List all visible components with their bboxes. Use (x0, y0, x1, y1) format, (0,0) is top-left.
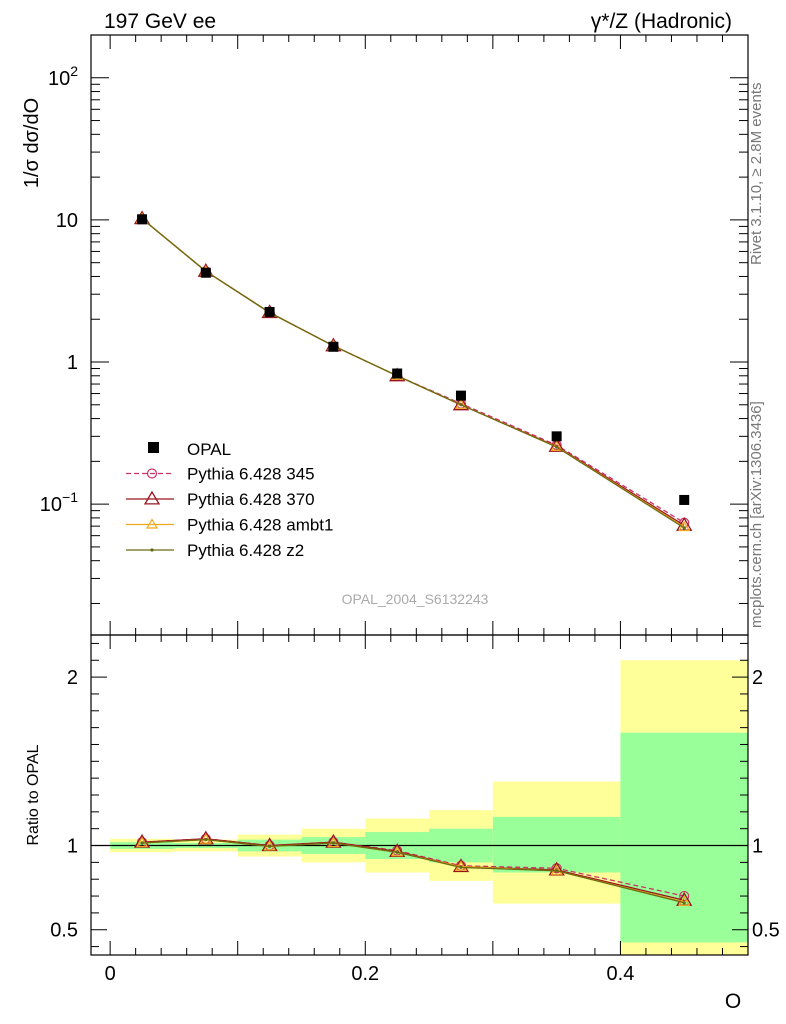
rivet-version-label: Rivet 3.1.10, ≥ 2.8M events (748, 83, 765, 266)
y-tick-label: 10−1 (40, 489, 78, 516)
data-point (679, 494, 690, 505)
data-point (137, 214, 148, 225)
legend-label: Pythia 6.428 z2 (187, 541, 304, 560)
ratio-y-tick-label-right: 2 (752, 667, 763, 689)
ratio-point-3 (459, 865, 463, 870)
ratio-y-axis-label: Ratio to OPAL (25, 744, 42, 845)
series-point-3 (555, 445, 559, 449)
legend-marker (148, 442, 159, 453)
header-right: γ*/Z (Hadronic) (591, 10, 732, 33)
x-tick-label: 0.2 (351, 963, 379, 985)
series-point-3 (459, 403, 463, 407)
ratio-point-3 (268, 844, 272, 848)
ratio-y-tick-label: 0.5 (50, 920, 78, 942)
ratio-y-tick-label-right: 1 (752, 836, 763, 858)
analysis-watermark: OPAL_2004_S6132243 (342, 591, 489, 607)
y-tick-label: 10 (56, 210, 78, 232)
ratio-point-2 (550, 864, 563, 875)
data-point (455, 390, 466, 401)
data-point (328, 341, 339, 352)
legend-marker (143, 490, 161, 505)
main-panel: 10−1 1 10 102 (40, 34, 749, 636)
ratio-band-green-7 (620, 732, 748, 943)
mcplots-label: mcplots.cern.ch [arXiv:1306.3436] (748, 401, 765, 628)
x-tick-label: 0.4 (607, 963, 635, 985)
series-line-3 (141, 218, 685, 529)
header-left: 197 GeV ee (104, 10, 216, 33)
legend-label: Pythia 6.428 370 (187, 490, 315, 509)
y-tick-label: 1 (67, 352, 78, 374)
ratio-point-3 (395, 850, 399, 854)
legend-marker (145, 518, 159, 529)
ratio-y-tick-label-right: 0.5 (752, 920, 780, 942)
legend-label: OPAL (187, 440, 231, 459)
legend-label: Pythia 6.428 345 (187, 465, 315, 484)
legend-marker (146, 468, 158, 479)
y-tick-label: 102 (48, 63, 78, 90)
ratio-point-3 (140, 841, 144, 845)
data-point (200, 267, 211, 278)
x-tick-label: 0 (105, 963, 116, 985)
series-point-3 (682, 526, 686, 530)
legend-marker (150, 548, 154, 552)
legend-label: Pythia 6.428 ambt1 (187, 516, 333, 535)
x-axis-label: O (725, 990, 741, 1013)
legend: OPAL Pythia 6.428 345 Pythia 6.428 370 Pyth… (126, 440, 333, 560)
ratio-y-tick-label: 1 (67, 836, 78, 858)
ratio-point-2 (678, 895, 691, 907)
ratio-point-0 (679, 890, 690, 902)
ratio-panel: 0 0.2 0.4 0.5 0.5 1 1 2 2 (50, 634, 780, 985)
ratio-point-3 (682, 901, 686, 905)
ratio-point-3 (204, 838, 208, 842)
ratio-point-3 (331, 841, 335, 845)
data-point (264, 306, 275, 317)
ratio-point-2 (327, 836, 340, 848)
data-point (392, 368, 403, 379)
ratio-point-2 (199, 833, 212, 844)
ratio-point-2 (454, 860, 468, 871)
ratio-line-3 (141, 838, 685, 904)
data-point (551, 431, 562, 442)
ratio-point-3 (555, 869, 559, 873)
ratio-line-1 (141, 838, 685, 901)
main-y-axis-label: 1/σ dσ/dO (21, 98, 43, 188)
ratio-y-tick-label: 2 (67, 667, 78, 689)
